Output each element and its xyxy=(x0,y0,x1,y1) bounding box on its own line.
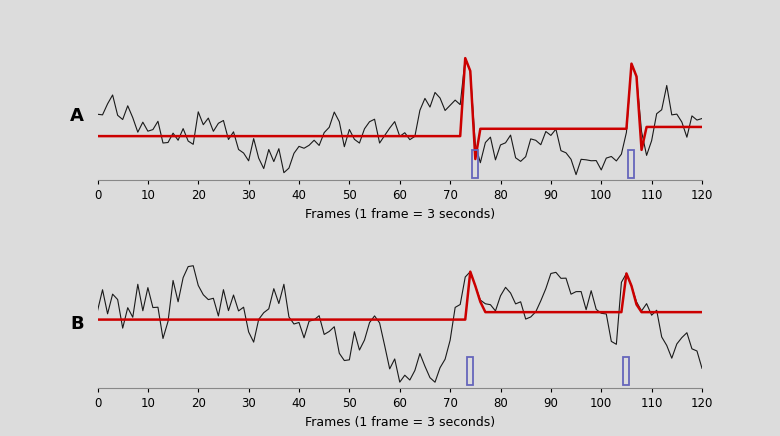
Bar xyxy=(473,150,478,178)
Bar xyxy=(629,150,634,178)
X-axis label: Frames (1 frame = 3 seconds): Frames (1 frame = 3 seconds) xyxy=(305,208,495,221)
Bar xyxy=(467,357,473,385)
Bar xyxy=(623,357,629,385)
X-axis label: Frames (1 frame = 3 seconds): Frames (1 frame = 3 seconds) xyxy=(305,416,495,429)
Text: A: A xyxy=(70,107,84,126)
Text: B: B xyxy=(70,315,84,333)
